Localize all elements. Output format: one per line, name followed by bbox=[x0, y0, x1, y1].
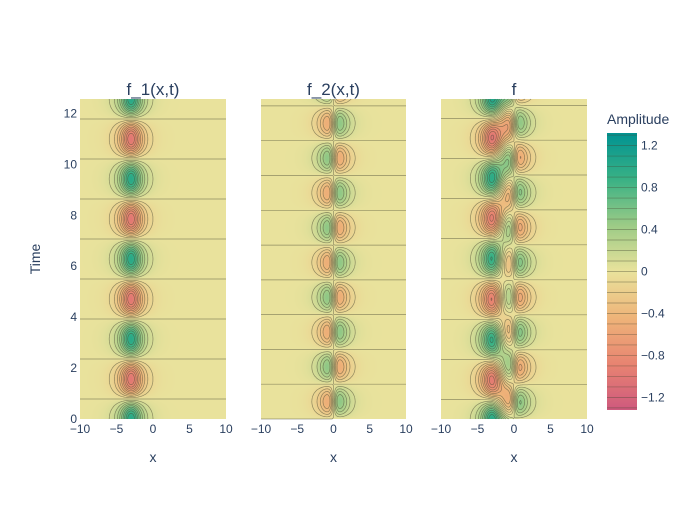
x-axis-title: x bbox=[150, 449, 157, 465]
contour-line bbox=[119, 99, 143, 419]
contour-line bbox=[477, 114, 529, 408]
x-tick-label: 10 bbox=[580, 422, 594, 436]
x-tick-label: 5 bbox=[366, 422, 373, 436]
contour-line bbox=[483, 98, 506, 420]
colorbar-tick-label: −0.4 bbox=[641, 306, 665, 320]
contour-line bbox=[322, 115, 345, 410]
y-tick-label: 0 bbox=[70, 412, 77, 426]
y-tick-label: 8 bbox=[70, 208, 77, 222]
y-tick-label: 4 bbox=[70, 310, 77, 324]
y-tick-label: 2 bbox=[70, 361, 77, 375]
y-tick-label: 12 bbox=[64, 106, 78, 120]
subplot-title: f_2(x,t) bbox=[307, 80, 360, 99]
contour-line bbox=[108, 98, 154, 420]
contour-line bbox=[80, 118, 226, 400]
contour-line bbox=[114, 99, 149, 419]
colorbar: 1.2 0.8 0.4 0 −0.4 −0.8 −1.2 Amplitude bbox=[607, 111, 669, 410]
subplot-3: f −10 −5 0 5 10 x bbox=[431, 80, 594, 465]
colorbar-tick-label: 0 bbox=[641, 265, 648, 279]
subplot-title: f_1(x,t) bbox=[127, 80, 180, 99]
x-axis-title: x bbox=[330, 449, 337, 465]
contour-line bbox=[469, 98, 537, 420]
contour-line bbox=[121, 99, 142, 419]
x-tick-label: −5 bbox=[290, 422, 304, 436]
contour-line bbox=[114, 121, 149, 397]
contour-line bbox=[124, 128, 138, 390]
colorbar-title: Amplitude bbox=[607, 111, 669, 127]
contour-line bbox=[261, 99, 406, 420]
x-tick-label: 0 bbox=[150, 422, 157, 436]
x-tick-label: 10 bbox=[219, 422, 233, 436]
contour-line bbox=[483, 124, 509, 393]
contour-line bbox=[474, 98, 532, 411]
y-axis-title: Time bbox=[27, 243, 43, 274]
contour-line bbox=[490, 134, 495, 141]
contour-line bbox=[486, 98, 500, 420]
contour-line bbox=[108, 119, 154, 399]
contour-line bbox=[489, 98, 496, 103]
colorbar-tick-label: −1.2 bbox=[641, 390, 665, 404]
contour-line bbox=[441, 98, 587, 416]
x-tick-label: 5 bbox=[186, 422, 193, 436]
contour-line bbox=[124, 99, 138, 419]
contour-line bbox=[319, 112, 348, 413]
x-tick-label: 10 bbox=[399, 422, 413, 436]
contour-line bbox=[121, 125, 142, 393]
x-tick-label: 0 bbox=[511, 422, 518, 436]
contour-line bbox=[486, 128, 499, 389]
contour-line bbox=[487, 98, 498, 420]
contour-line bbox=[127, 133, 135, 385]
x-tick-label: −5 bbox=[110, 422, 124, 436]
subplot-1: f_1(x,t) −10 −5 0 5 10 x 0 2 4 6 8 10 12 Time bbox=[27, 80, 233, 465]
colorbar-tick-label: 1.2 bbox=[641, 139, 658, 153]
x-tick-label: −10 bbox=[251, 422, 272, 436]
contour-line bbox=[481, 98, 523, 420]
x-axis-title: x bbox=[511, 449, 518, 465]
contour-line bbox=[469, 98, 537, 413]
y-tick-label: 10 bbox=[64, 157, 78, 171]
contour-line bbox=[125, 130, 137, 388]
contour-line bbox=[480, 98, 526, 420]
colorbar-tick-label: 0.8 bbox=[641, 181, 658, 195]
y-tick-label: 6 bbox=[70, 259, 77, 273]
contour-line bbox=[316, 98, 351, 415]
x-tick-label: −10 bbox=[431, 422, 452, 436]
contour-line bbox=[122, 99, 140, 419]
contour-line bbox=[322, 115, 345, 410]
contour-line bbox=[477, 98, 529, 420]
colorbar-tick-label: 0.4 bbox=[641, 223, 658, 237]
x-tick-label: 5 bbox=[547, 422, 554, 436]
contour-line bbox=[311, 98, 356, 418]
contour-line bbox=[125, 99, 137, 419]
x-tick-label: −10 bbox=[70, 422, 91, 436]
contour-line bbox=[117, 98, 146, 420]
contour-line bbox=[488, 130, 497, 386]
contour-line bbox=[316, 98, 351, 415]
subplot-2: f_2(x,t) −10 −5 0 5 10 x bbox=[251, 80, 413, 465]
contour-line bbox=[319, 112, 348, 413]
contour-line bbox=[119, 123, 143, 395]
colorbar-tick-label: −0.8 bbox=[641, 348, 665, 362]
contour-line bbox=[480, 117, 526, 405]
contour-line bbox=[122, 126, 140, 392]
contour-line bbox=[482, 119, 523, 394]
subplot-title: f bbox=[512, 80, 517, 99]
x-tick-label: −5 bbox=[471, 422, 485, 436]
x-tick-label: 0 bbox=[330, 422, 337, 436]
contour-line bbox=[474, 98, 532, 420]
contour-line bbox=[485, 126, 501, 391]
contour-line bbox=[117, 122, 146, 396]
contour-line bbox=[484, 98, 502, 420]
contour-line bbox=[311, 98, 356, 418]
contour-line bbox=[127, 98, 135, 420]
